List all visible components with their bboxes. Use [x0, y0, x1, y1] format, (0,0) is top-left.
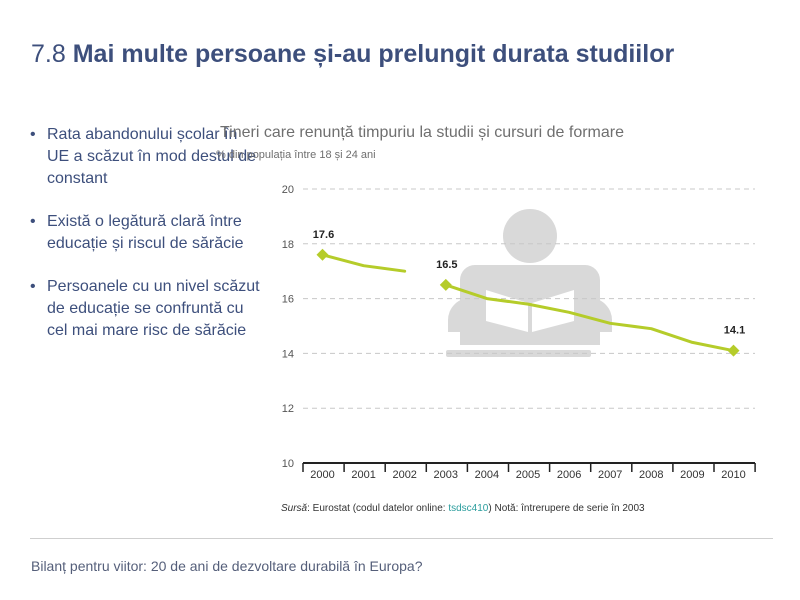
slide-number: 7.8	[31, 40, 66, 68]
chart-title: Tineri care renunță timpuriu la studii ș…	[220, 124, 625, 141]
y-tick-label: 10	[282, 458, 294, 470]
dataset-code-link[interactable]: tsdsc410	[448, 503, 489, 514]
x-tick-label: 2000	[310, 469, 334, 481]
bullet-item: Rata abandonului școlar în UE a scăzut î…	[30, 124, 262, 190]
data-point-marker	[439, 278, 452, 291]
x-tick-label: 2010	[721, 469, 745, 481]
source-label: Sursă	[281, 503, 308, 514]
y-tick-label: 14	[282, 348, 294, 360]
x-tick-label: 2004	[475, 469, 499, 481]
data-point-marker	[316, 248, 329, 261]
y-tick-label: 20	[282, 184, 294, 196]
source-text: : Eurostat (codul datelor online:	[307, 503, 449, 514]
footer-text: Bilanț pentru viitor: 20 de ani de dezvo…	[31, 558, 423, 574]
data-label: 16.5	[436, 259, 457, 271]
source-note: Sursă: Eurostat (codul datelor online: t…	[281, 503, 645, 514]
series-line-segment	[444, 283, 735, 353]
y-tick-label: 18	[282, 239, 294, 251]
x-tick-label: 2006	[557, 469, 581, 481]
x-tick-label: 2002	[392, 469, 416, 481]
series-line-segment	[321, 253, 407, 273]
x-tick-label: 2001	[351, 469, 375, 481]
x-tick-label: 2003	[434, 469, 458, 481]
slide-title-text: Mai multe persoane și-au prelungit durat…	[72, 40, 675, 68]
x-tick-label: 2007	[598, 469, 622, 481]
source-note-text: ) Notă: întrerupere de serie în 2003	[488, 503, 645, 514]
page-title: 7.8 Mai multe persoane și-au prelungit d…	[31, 40, 674, 69]
line-chart: 20 18 16 14 12 10 2000 2001 2002 2003 2004 2005 2006…	[282, 184, 756, 481]
bullet-item: Există o legătură clară între educație ș…	[30, 211, 262, 255]
y-tick-label: 12	[282, 403, 294, 415]
x-tick-label: 2009	[680, 469, 704, 481]
grid	[303, 188, 755, 409]
reading-person-icon	[446, 209, 612, 357]
data-label: 14.1	[724, 325, 745, 337]
x-tick-label: 2008	[639, 469, 663, 481]
bullet-item: Persoanele cu un nivel scăzut de educați…	[30, 276, 262, 342]
axes: 20 18 16 14 12 10 2000 2001 2002 2003 2004 2005 2006…	[282, 184, 756, 481]
bullet-list: Rata abandonului școlar în UE a scăzut î…	[30, 124, 262, 363]
data-point-marker	[727, 344, 740, 357]
chart-subtitle: % din populația între 18 și 24 ani	[216, 149, 376, 161]
x-tick-label: 2005	[516, 469, 540, 481]
data-label: 17.6	[313, 229, 334, 241]
y-tick-label: 16	[282, 294, 294, 306]
footer-divider	[30, 538, 773, 539]
markers: 17.6 16.5 14.1	[313, 229, 745, 357]
series-line	[321, 253, 735, 353]
